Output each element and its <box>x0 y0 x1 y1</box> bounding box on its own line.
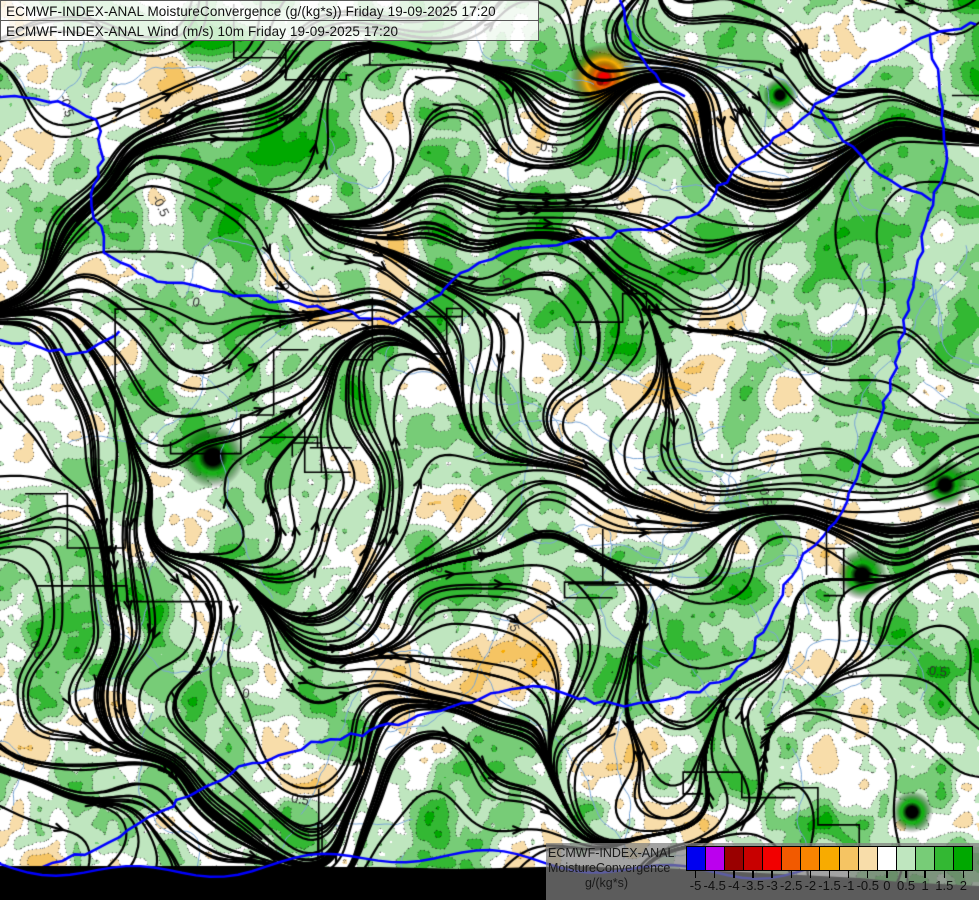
colorbar-tick <box>867 871 869 878</box>
colorbar-tick <box>694 871 697 878</box>
colorbar-tick <box>886 871 888 878</box>
colorbar-tick-label: -2.5 <box>780 878 803 893</box>
colorbar-swatch <box>744 847 764 870</box>
colorbar-tick <box>943 871 945 878</box>
colorbar-swatch <box>782 847 802 870</box>
colorbar-tick <box>924 871 926 878</box>
colorbar-swatch <box>763 847 783 870</box>
legend-caption: ECMWF-INDEX-ANAL MoistureConvergence g/(… <box>546 843 686 900</box>
colorbar-ticks <box>686 871 973 879</box>
colorbar-tick-label: -5 <box>689 878 702 893</box>
colorbar-swatch <box>915 847 935 870</box>
colorbar-tick-label: 0.5 <box>896 878 916 893</box>
colorbar-tick <box>809 871 812 878</box>
header-wind-label: ECMWF-INDEX-ANAL Wind (m/s) 10m Friday 1… <box>0 20 539 41</box>
colorbar-swatch <box>820 847 840 870</box>
colorbar-tick <box>847 871 850 878</box>
colorbar-tick <box>828 871 831 878</box>
colorbar-tick-label: -1 <box>842 878 855 893</box>
colorbar-tick-label: 2 <box>959 878 968 893</box>
colorbar-swatches[interactable] <box>686 846 973 871</box>
colorbar-swatch <box>896 847 916 870</box>
colorbar-tick-label: -2 <box>804 878 817 893</box>
colorbar-tick-label: -3 <box>766 878 778 893</box>
colorbar-swatch <box>801 847 821 870</box>
colorbar-swatch <box>687 847 707 870</box>
colorbar-tick <box>733 871 735 878</box>
colorbar-swatch <box>725 847 745 870</box>
colorbar-tick <box>752 871 754 878</box>
colorbar-tick-label: -1.5 <box>818 878 841 893</box>
colorbar-swatch <box>839 847 859 870</box>
legend-parameter-name: MoistureConvergence <box>548 861 671 875</box>
colorbar-tick-labels: -5 -4.5 -4 -3.5 -3 -2.5 -2 -1.5 -1 -0.5 0 0.5 1 1.5 2 <box>676 876 979 896</box>
colorbar-swatch <box>858 847 878 870</box>
colorbar-tick-label: -4 <box>728 878 740 893</box>
colorbar-tick-label: -3.5 <box>741 878 765 893</box>
colorbar-swatch <box>934 847 954 870</box>
colorbar-swatch <box>706 847 726 870</box>
colorbar-tick-label: 1.5 <box>935 878 954 893</box>
colorbar-container: -5 -4.5 -4 -3.5 -3 -2.5 -2 -1.5 -1 -0.5 0 0.5 1 1.5 2 <box>686 846 974 900</box>
colorbar-tick <box>962 871 965 878</box>
colorbar-tick-label: -0.5 <box>856 878 879 893</box>
legend-units: g/(kg*s) <box>584 876 629 890</box>
legend-model-name: ECMWF-INDEX-ANAL <box>548 846 675 860</box>
colorbar-swatch <box>877 847 897 870</box>
colorbar-tick <box>771 871 773 878</box>
colorbar-tick-label: 0 <box>883 878 891 893</box>
colorbar-tick <box>905 871 907 878</box>
header-moisture-convergence-label: ECMWF-INDEX-ANAL MoistureConvergence (g/… <box>0 0 539 21</box>
colorbar-legend: ECMWF-INDEX-ANAL MoistureConvergence g/(… <box>546 843 979 900</box>
colorbar-tick-label: 1 <box>921 878 929 893</box>
colorbar-tick <box>790 871 792 878</box>
colorbar-tick <box>714 871 716 878</box>
colorbar-swatch <box>953 847 972 870</box>
colorbar-tick-label: -4.5 <box>703 878 726 893</box>
